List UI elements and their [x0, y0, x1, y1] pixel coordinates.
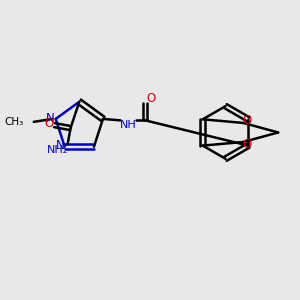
Text: O: O	[44, 117, 53, 130]
Text: O: O	[242, 138, 251, 152]
Text: CH₃: CH₃	[4, 117, 23, 127]
Text: O: O	[146, 92, 155, 105]
Text: NH₂: NH₂	[47, 145, 68, 155]
Text: NH: NH	[119, 120, 136, 130]
Text: N: N	[46, 112, 55, 125]
Text: O: O	[242, 113, 251, 127]
Text: N: N	[56, 139, 65, 152]
